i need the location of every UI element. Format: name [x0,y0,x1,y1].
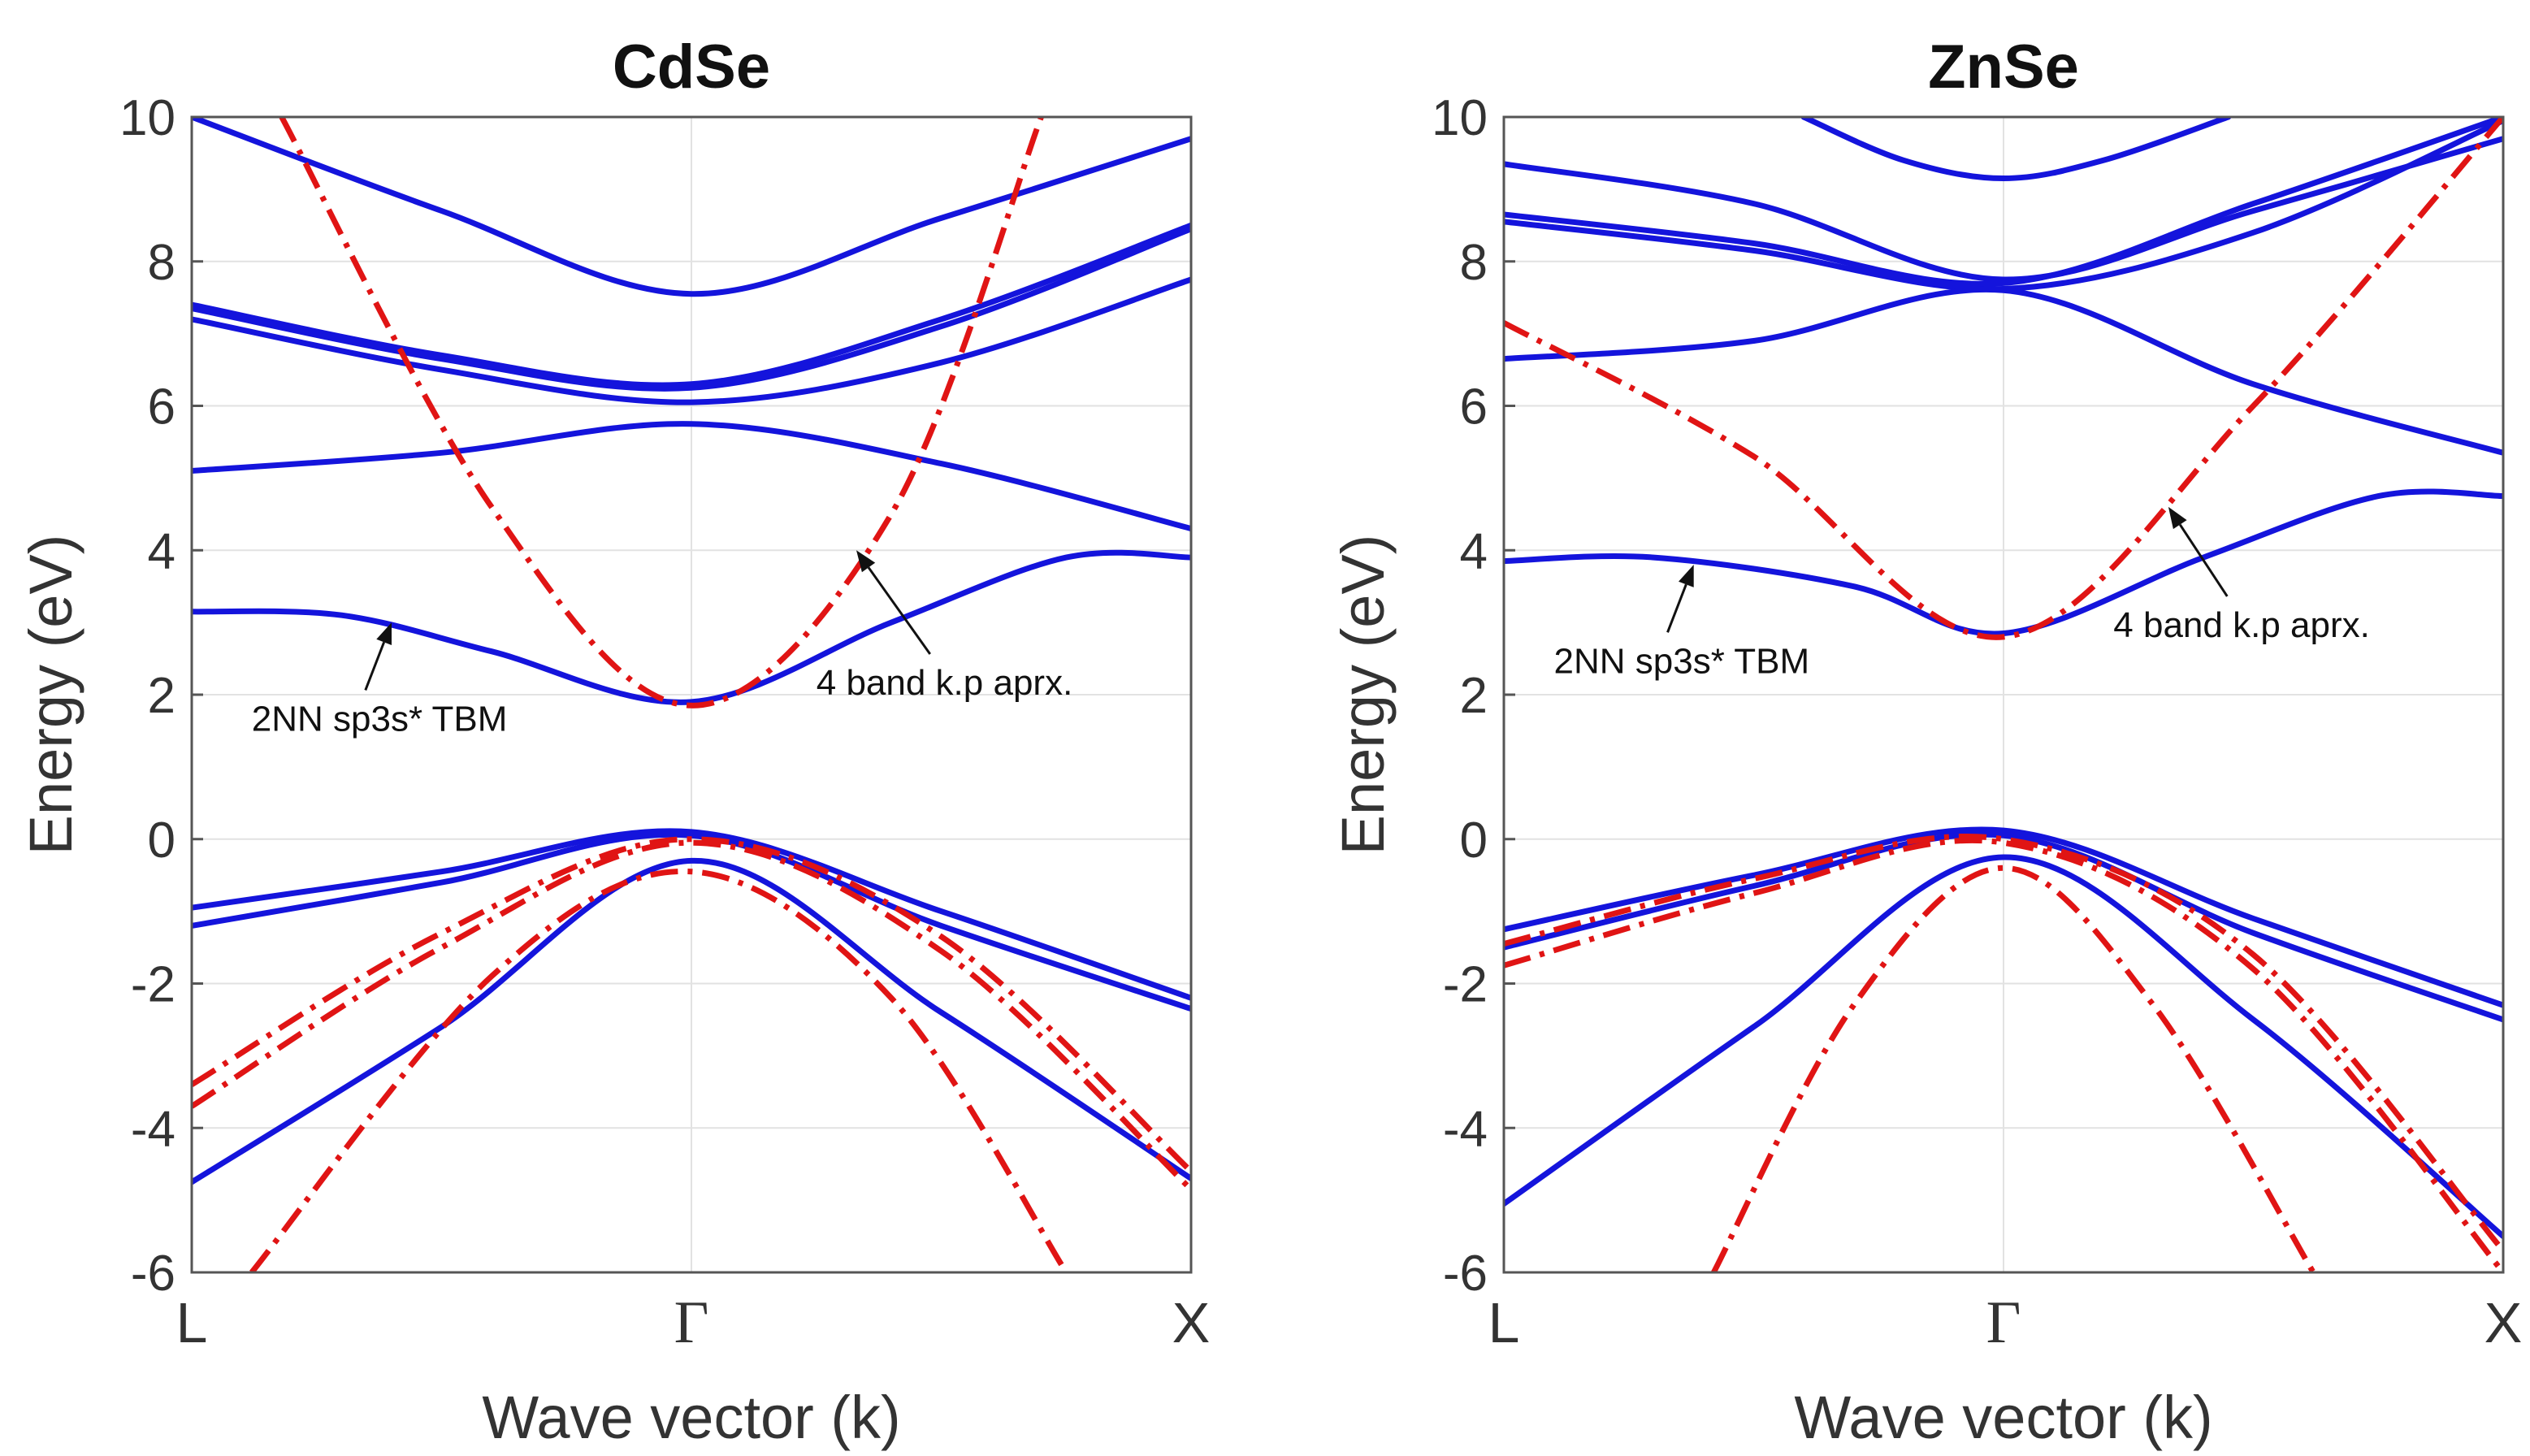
tbm-band-line [192,831,1191,1012]
x-axis-label: Wave vector (k) [1794,1384,2212,1451]
tbm-band-line [192,828,1191,1001]
x-tick-label: X [1172,1291,1211,1354]
annotation-arrow-line [867,566,931,655]
x-axis-label: Wave vector (k) [482,1384,900,1451]
y-tick-label: 2 [148,668,175,724]
y-tick-label: 6 [148,379,175,436]
y-tick-label: -2 [1443,957,1488,1013]
y-tick-label: 4 [1460,523,1488,579]
annotation-arrowhead [376,622,392,645]
band-curves [192,117,1191,1272]
y-tick-label: 2 [1460,668,1488,724]
cdse-panel: CdSe 10 8 6 4 2 0 -2 -4 -6L Γ X Wave vector (k) Energ… [17,32,1210,1451]
tbm-band-line [1504,831,2503,1023]
kp-band-line [192,839,1191,1192]
y-tick-label: 8 [148,235,175,291]
y-tick-label: -6 [1443,1246,1488,1302]
annotation-label: 2NN sp3s* TBM [252,699,508,739]
y-tick-label: 0 [148,812,175,869]
kp-band-line [192,836,1191,1174]
tbm-band-line [1504,488,2503,637]
tbm-band-line [192,276,1191,405]
y-tick-label: -4 [1443,1101,1488,1157]
y-axis-label: Energy (eV) [17,535,84,856]
tbm-band-line [1504,826,2503,1008]
annotation-arrowhead [1679,565,1694,587]
y-tick-label: -6 [131,1246,175,1302]
znse-panel: ZnSe 10 8 6 4 2 0 -2 -4 -6L Γ X Wave vector (k) Energ… [1329,32,2522,1451]
tbm-band-line [1800,117,2232,181]
x-tick-label: L [176,1291,208,1354]
tbm-band-line [1504,286,2503,456]
kp-band-line [1504,834,2503,1253]
tbm-band-line [1504,136,2503,283]
y-axis-label: Energy (eV) [1329,535,1397,856]
y-tick-label: -4 [131,1101,175,1157]
tbm-band-line [192,222,1191,388]
annotation-label: 4 band k.p aprx. [817,663,1073,703]
kp-band-line [1504,837,2503,1272]
x-tick-label: X [2485,1291,2523,1354]
annotation-label: 2NN sp3s* TBM [1554,641,1810,681]
chart-title: CdSe [613,32,770,102]
x-tick-label: Γ [674,1289,709,1356]
tbm-band-line [1504,117,2503,287]
y-tick-label: 6 [1460,379,1488,436]
y-tick-label: 10 [1432,90,1488,146]
y-tick-label: 0 [1460,812,1488,869]
y-tick-label: -2 [131,957,175,1013]
kp-band-line [1504,117,2503,640]
band-curves [1504,117,2503,1272]
chart-title: ZnSe [1928,32,2079,102]
kp-band-line [249,868,1069,1272]
annotation-arrowhead [856,550,876,573]
annotation-label: 4 band k.p aprx. [2113,605,2370,645]
tbm-band-line [192,117,1191,297]
annotation-arrowhead [2168,506,2187,530]
tbm-band-line [192,857,1191,1185]
annotation-arrow-line [364,641,386,691]
tbm-band-line [1504,854,2503,1240]
annotation-arrow-line [2178,523,2229,597]
y-tick-label: 10 [119,90,175,146]
tbm-band-line [192,549,1191,705]
x-tick-label: L [1488,1291,1520,1354]
y-tick-label: 4 [148,523,175,579]
y-tick-label: 8 [1460,235,1488,291]
x-tick-label: Γ [1986,1289,2021,1356]
tbm-band-line [192,226,1191,392]
tbm-band-line [192,421,1191,532]
annotation-arrow-line [1666,583,1687,633]
kp-band-line [1711,864,2316,1272]
kp-band-line [279,117,1044,708]
